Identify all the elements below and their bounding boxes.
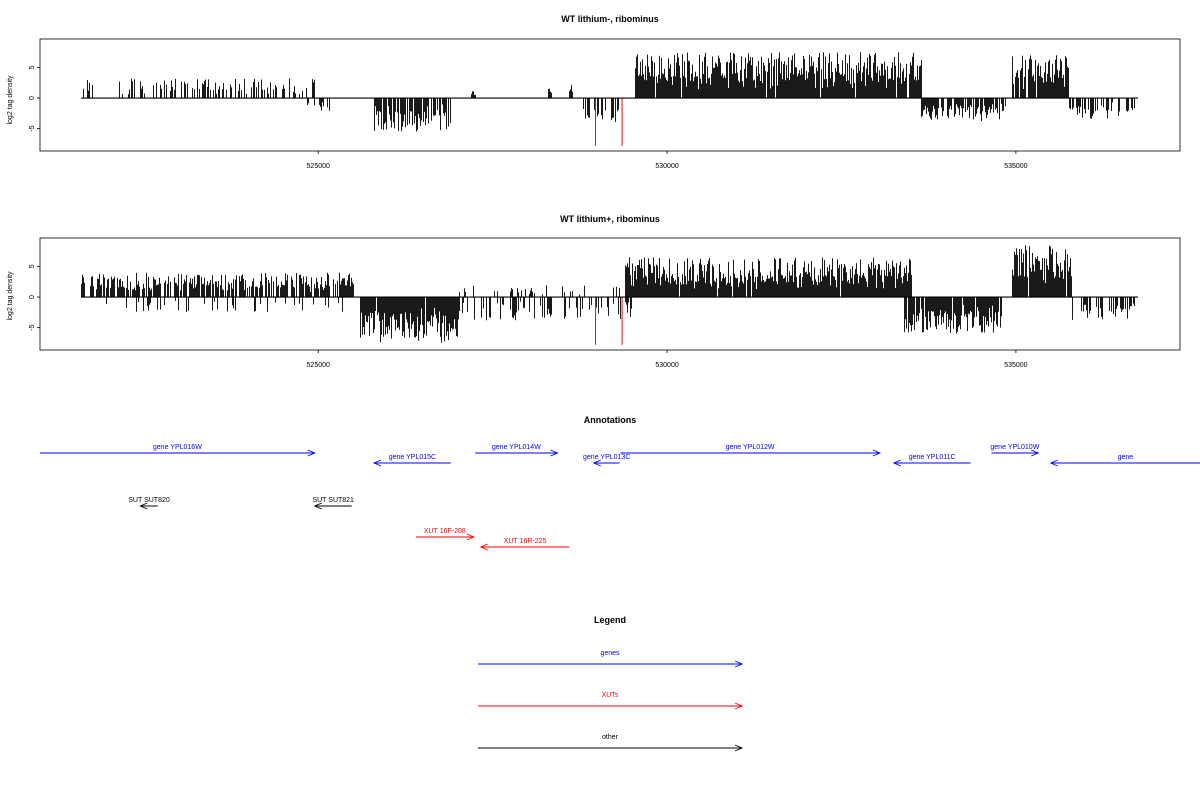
y-axis-label: log2 tag density [7, 75, 14, 125]
plot-frame [39, 38, 1181, 152]
legend-entry: XUTs [478, 692, 744, 710]
x-tick-label: 535000 [1004, 362, 1027, 369]
feature-arrow-head [734, 702, 744, 710]
panel-title: WT lithium+, ribominus [560, 214, 660, 224]
annotation-feature: gene YPL016W [40, 444, 316, 457]
feature-label: gene YPL010W [990, 444, 1039, 451]
feature-label: gene YPL016W [153, 444, 202, 451]
y-tick-label: 5 [29, 264, 36, 268]
feature-arrow-head [892, 459, 901, 467]
x-tick-label: 535000 [1004, 163, 1027, 170]
feature-arrow-head [1031, 449, 1040, 457]
feature-arrow-head [734, 744, 744, 752]
y-tick-label: 0 [29, 96, 36, 100]
annotation-feature: gene YPL011C [892, 454, 971, 467]
annotation-feature: gene YPL010W [990, 444, 1040, 457]
feature-arrow-head [592, 459, 601, 467]
annotations-title: Annotations [584, 415, 637, 425]
feature-arrow-head [466, 533, 475, 541]
annotation-features: gene YPL016W gene YPL015C gene YPL014W gene… [40, 444, 1200, 551]
legend-entry-label: genes [600, 650, 620, 657]
feature-arrow-head [372, 459, 382, 467]
feature-label: gene [1118, 454, 1134, 461]
legend-entries: genes XUTs other [478, 650, 744, 752]
density-panel-lithium-minus: WT lithium-, ribominus log2 tag density … [7, 14, 1181, 170]
x-tick-label: 525000 [307, 163, 330, 170]
y-axis: -5 0 5 [29, 264, 40, 331]
feature-arrow-head [307, 449, 316, 457]
y-axis: -5 0 5 [29, 65, 40, 132]
legend-entry-label: other [602, 734, 619, 741]
annotation-feature: gene YPL014W [475, 444, 559, 457]
feature-label: XUT 16F-208 [424, 528, 466, 535]
feature-arrow-head [139, 502, 148, 510]
feature-arrow-head [550, 449, 559, 457]
feature-label: XUT 16R-225 [504, 538, 547, 545]
y-tick-label: -5 [29, 125, 36, 131]
feature-label: gene YPL014W [492, 444, 541, 451]
annotation-feature: XUT 16R-225 [479, 538, 570, 551]
feature-arrow-head [313, 502, 322, 510]
density-panel-lithium-plus: WT lithium+, ribominus log2 tag density … [7, 214, 1181, 369]
annotation-feature: SUT SUT821 [312, 497, 354, 510]
plot-frame [39, 237, 1181, 351]
legend-title: Legend [594, 615, 626, 625]
y-axis-label: log2 tag density [7, 271, 14, 321]
x-tick-label: 530000 [655, 362, 678, 369]
feature-label: gene YPL011C [909, 454, 956, 461]
annotation-feature: XUT 16F-208 [415, 528, 475, 541]
legend-entry-label: XUTs [602, 692, 619, 699]
feature-label: gene YPL012W [726, 444, 775, 451]
x-tick-label: 525000 [307, 362, 330, 369]
legend-entry: genes [478, 650, 744, 668]
annotation-feature: gene YPL015C [372, 454, 451, 467]
feature-label: SUT SUT820 [128, 497, 170, 504]
annotation-feature: gene YPL013C [583, 454, 630, 467]
y-tick-label: -5 [29, 324, 36, 330]
y-tick-label: 5 [29, 65, 36, 69]
x-tick-label: 530000 [655, 163, 678, 170]
x-axis: 525000 530000 535000 [307, 350, 1028, 369]
legend-panel: Legend genes XUTs other [478, 615, 744, 752]
annotation-feature: gene [1049, 454, 1200, 467]
feature-arrow-head [479, 543, 488, 551]
feature-label: gene YPL013C [583, 454, 630, 461]
density-bars [81, 245, 1135, 345]
x-axis: 525000 530000 535000 [307, 151, 1028, 170]
panel-title: WT lithium-, ribominus [561, 14, 659, 24]
y-tick-label: 0 [29, 295, 36, 299]
annotation-feature: SUT SUT820 [128, 497, 170, 510]
legend-entry: other [478, 734, 744, 752]
feature-arrow-head [1049, 459, 1058, 467]
feature-label: gene YPL015C [389, 454, 436, 461]
feature-arrow-head [872, 449, 881, 457]
feature-label: SUT SUT821 [312, 497, 354, 504]
density-bars [83, 52, 1135, 146]
annotation-feature: gene YPL012W [620, 444, 881, 457]
feature-arrow-head [734, 660, 744, 668]
